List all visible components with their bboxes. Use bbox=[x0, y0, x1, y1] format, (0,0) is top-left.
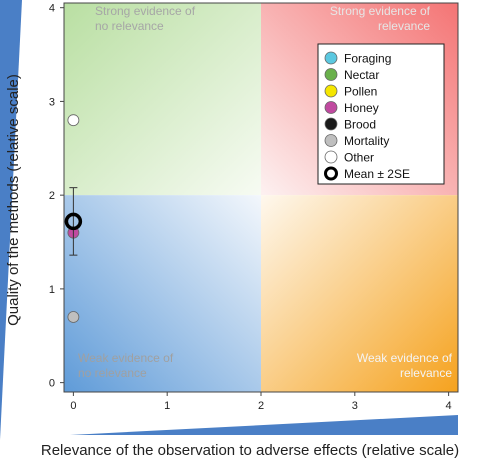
x-tick-label: 2 bbox=[258, 400, 264, 412]
quadrant-label: Weak evidence of bbox=[357, 351, 453, 365]
legend-label: Pollen bbox=[344, 85, 377, 99]
point bbox=[67, 311, 80, 323]
quadrant-label: Strong evidence of bbox=[330, 4, 431, 18]
quadrant-label: relevance bbox=[400, 366, 452, 380]
x-tick-label: 0 bbox=[70, 400, 76, 412]
quadrant-label: relevance bbox=[378, 19, 430, 33]
legend-marker bbox=[324, 150, 338, 164]
y-wedge bbox=[0, 0, 22, 440]
y-tick-label: 2 bbox=[49, 190, 55, 202]
legend-marker bbox=[324, 84, 338, 98]
x-wedge bbox=[70, 415, 458, 435]
legend-marker bbox=[324, 51, 338, 65]
legend-marker bbox=[324, 101, 338, 114]
legend-label: Honey bbox=[344, 101, 379, 115]
y-tick-label: 4 bbox=[49, 3, 55, 15]
mean-marker bbox=[64, 212, 83, 231]
x-axis-label: Relevance of the observation to adverse … bbox=[41, 442, 459, 459]
legend-marker bbox=[324, 117, 338, 131]
x-tick-label: 1 bbox=[164, 400, 170, 412]
quadrant-label: no relevance bbox=[95, 19, 164, 33]
legend-marker bbox=[324, 134, 338, 147]
y-tick-label: 3 bbox=[49, 96, 55, 108]
point bbox=[67, 114, 80, 127]
legend-label: Brood bbox=[344, 118, 376, 132]
x-tick-label: 4 bbox=[446, 400, 452, 412]
legend-marker bbox=[324, 166, 338, 181]
legend-label: Nectar bbox=[344, 68, 379, 82]
y-tick-label: 1 bbox=[49, 284, 55, 296]
legend-label: Other bbox=[344, 151, 374, 165]
legend-label: Mean ± 2SE bbox=[344, 167, 410, 181]
quadrant bbox=[64, 195, 261, 392]
y-tick-label: 0 bbox=[49, 378, 55, 390]
legend-marker bbox=[324, 68, 338, 81]
quadrant bbox=[64, 3, 261, 196]
quadrant bbox=[261, 195, 458, 392]
x-tick-label: 3 bbox=[352, 400, 358, 412]
y-axis-label: Quality of the methods (relative scale) bbox=[5, 74, 22, 326]
legend-box bbox=[317, 43, 445, 185]
quadrant-label: Strong evidence of bbox=[95, 4, 196, 18]
quadrant-label: Weak evidence of bbox=[78, 351, 174, 365]
legend-label: Mortality bbox=[344, 134, 389, 148]
legend-label: Foraging bbox=[344, 52, 391, 66]
quadrant-label: no relevance bbox=[78, 366, 147, 380]
